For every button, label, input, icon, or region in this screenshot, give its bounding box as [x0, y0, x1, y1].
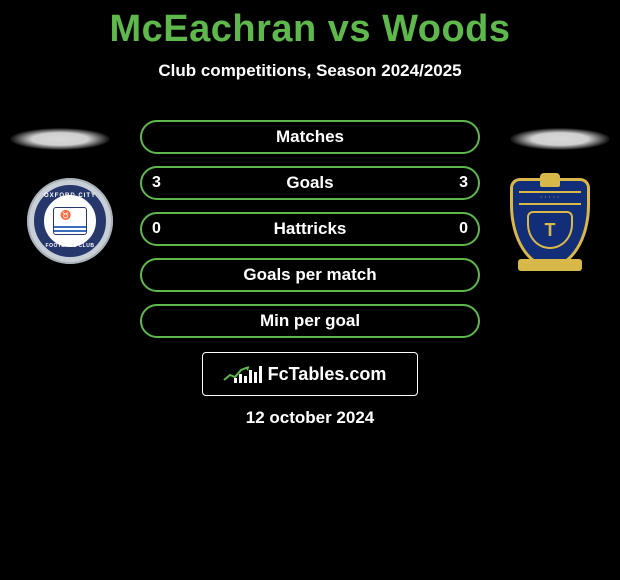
player-right-shadow — [510, 128, 610, 150]
stat-label: Goals — [286, 173, 333, 193]
player-left-shadow — [10, 128, 110, 150]
stat-value-right: 3 — [459, 168, 468, 198]
stat-label: Matches — [276, 127, 344, 147]
stat-row-goals: 3 Goals 3 — [140, 166, 480, 200]
stats-container: Matches 3 Goals 3 0 Hattricks 0 Goals pe… — [140, 120, 480, 350]
stat-row-hattricks: 0 Hattricks 0 — [140, 212, 480, 246]
stat-value-right: 0 — [459, 214, 468, 244]
stat-row-min-per-goal: Min per goal — [140, 304, 480, 338]
club-crest-left: ♉ — [20, 178, 120, 264]
stat-row-matches: Matches — [140, 120, 480, 154]
club-crest-right: · · · · · T — [500, 178, 600, 264]
brand-text: FcTables.com — [268, 364, 387, 385]
stat-value-left: 3 — [152, 168, 161, 198]
stat-label: Hattricks — [274, 219, 347, 239]
page-title: McEachran vs Woods — [0, 0, 620, 51]
stat-label: Min per goal — [260, 311, 360, 331]
stat-value-left: 0 — [152, 214, 161, 244]
fctables-link[interactable]: FcTables.com — [202, 352, 418, 396]
stat-label: Goals per match — [243, 265, 376, 285]
stat-row-goals-per-match: Goals per match — [140, 258, 480, 292]
snapshot-date: 12 october 2024 — [0, 408, 620, 428]
bar-chart-icon — [234, 365, 262, 383]
page-subtitle: Club competitions, Season 2024/2025 — [0, 61, 620, 81]
